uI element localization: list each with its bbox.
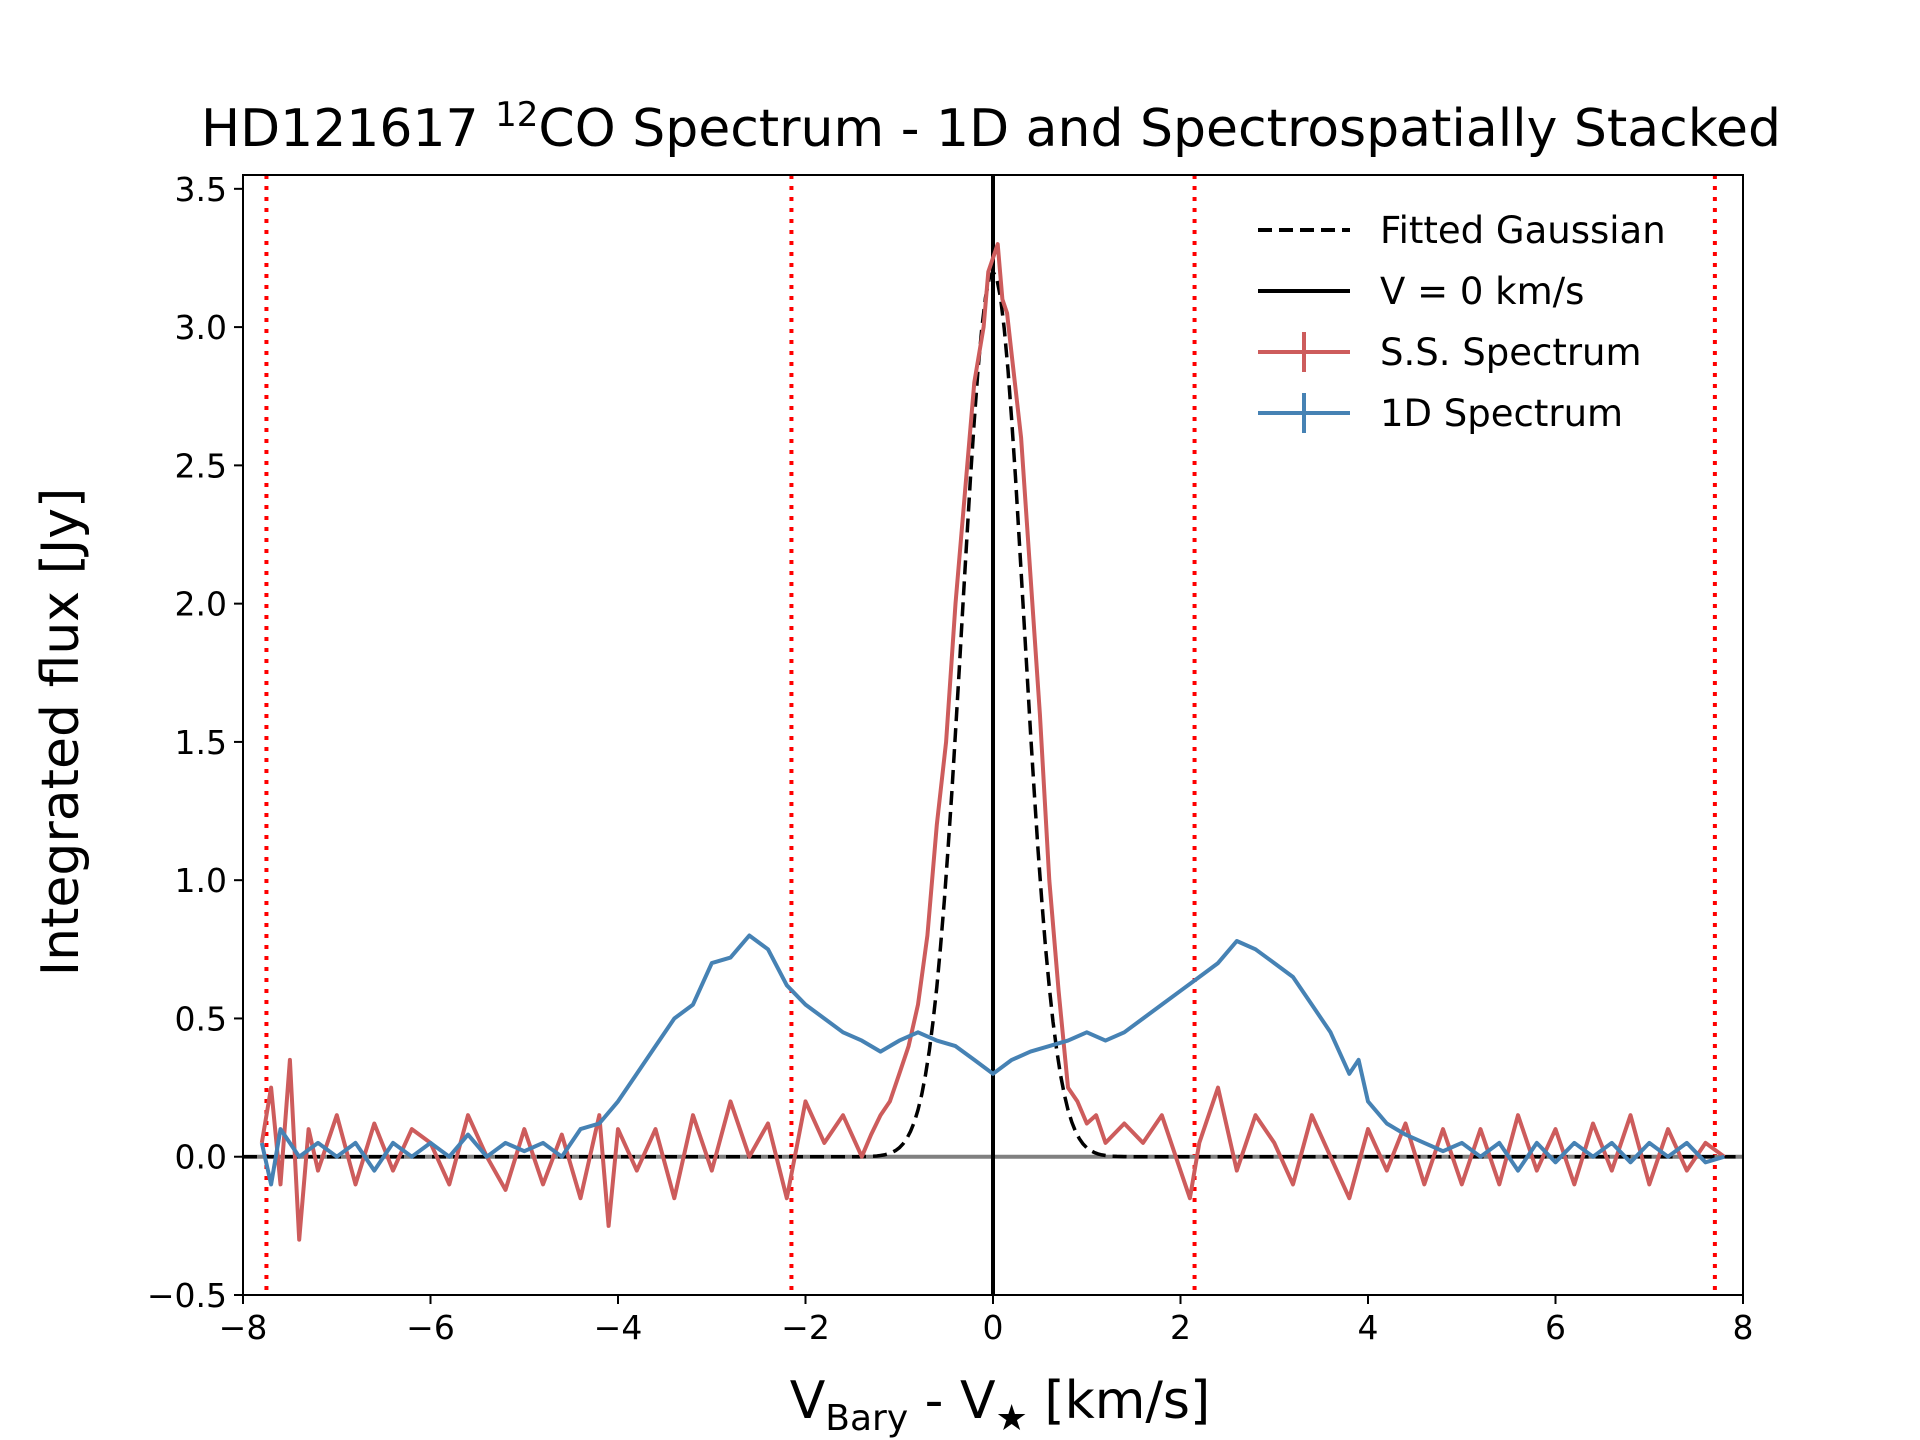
chart-title-suffix: CO Spectrum - 1D and Spectrospatially St… xyxy=(538,99,1781,159)
x-axis-label-mid: - V xyxy=(908,1371,996,1431)
x-axis-label-v1-sub: Bary xyxy=(825,1398,908,1439)
y-tick-label: −0.5 xyxy=(147,1276,227,1315)
y-axis-label: Integrated flux [Jy] xyxy=(31,488,91,977)
chart-title-superscript: 12 xyxy=(495,95,538,135)
x-axis-label: VBary - V★ [km/s] xyxy=(790,1371,1211,1439)
legend-item: V = 0 km/s xyxy=(1258,270,1584,313)
chart-title-prefix: HD121617 xyxy=(201,99,495,159)
legend-label: V = 0 km/s xyxy=(1380,270,1584,313)
y-tick-label: 2.0 xyxy=(175,585,227,624)
x-tick-label: −4 xyxy=(594,1308,643,1347)
y-tick-label: 0.5 xyxy=(175,999,227,1038)
legend-label: Fitted Gaussian xyxy=(1380,209,1666,252)
x-axis-label-unit: [km/s] xyxy=(1028,1371,1210,1431)
x-tick-label: −8 xyxy=(219,1308,268,1347)
x-tick-label: 2 xyxy=(1170,1308,1191,1347)
legend: Fitted Gaussian V = 0 km/s S.S. Spectrum 1D… xyxy=(1258,209,1666,435)
legend-item: 1D Spectrum xyxy=(1258,392,1623,435)
legend-label: S.S. Spectrum xyxy=(1380,331,1642,374)
y-tick-label: 1.0 xyxy=(175,861,227,900)
y-tick-label: 1.5 xyxy=(175,723,227,762)
y-tick-label: 0.0 xyxy=(175,1138,227,1177)
series-line-s-s-spectrum xyxy=(259,242,1726,1242)
chart-title: HD121617 12CO Spectrum - 1D and Spectros… xyxy=(201,95,1781,159)
legend-item: Fitted Gaussian xyxy=(1258,209,1666,252)
fitted-gaussian-curve xyxy=(243,268,1743,1159)
plot-inner xyxy=(243,175,1743,1295)
y-tick-label: 3.0 xyxy=(175,308,227,347)
series-line-1d-spectrum xyxy=(259,933,1725,1187)
x-tick-label: 4 xyxy=(1358,1308,1379,1347)
x-tick-label: −6 xyxy=(406,1308,455,1347)
x-axis-label-v1: V xyxy=(790,1371,826,1431)
x-tick-label: −2 xyxy=(781,1308,830,1347)
y-tick-label: 3.5 xyxy=(175,170,227,209)
y-tick-label: 2.5 xyxy=(175,446,227,485)
legend-label: 1D Spectrum xyxy=(1380,392,1623,435)
x-tick-label: 8 xyxy=(1733,1308,1754,1347)
x-tick-label: 0 xyxy=(983,1308,1004,1347)
x-tick-label: 6 xyxy=(1545,1308,1566,1347)
legend-item: S.S. Spectrum xyxy=(1258,331,1642,374)
plot-area: −8 −6 −4 −2 0 2 4 6 8 −0.5 0.0 0.5 1.0 1.5 2.0 2.5 3.0 3.… xyxy=(147,170,1754,1347)
x-axis-label-v2-sub: ★ xyxy=(996,1398,1028,1439)
